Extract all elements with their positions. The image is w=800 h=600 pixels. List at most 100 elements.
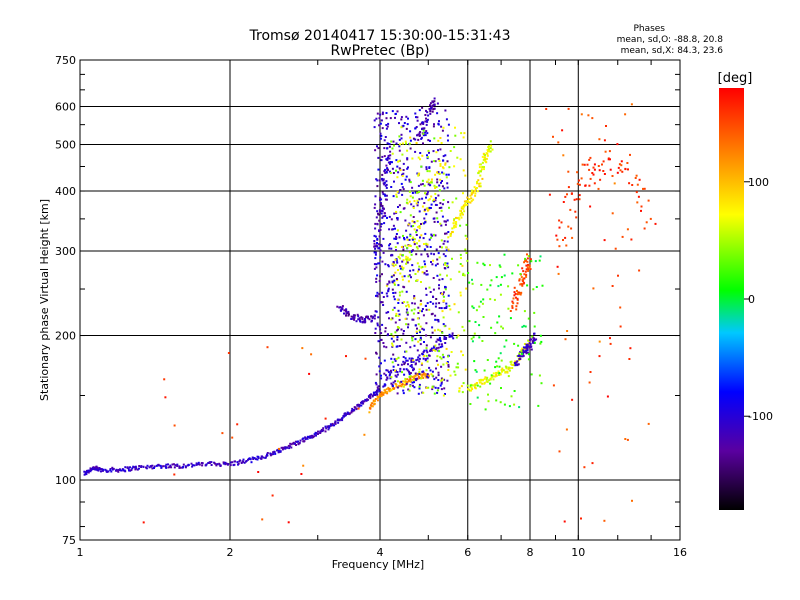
echo-point bbox=[343, 312, 345, 315]
echo-point bbox=[380, 223, 383, 225]
echo-point bbox=[598, 340, 601, 343]
echo-point bbox=[453, 303, 456, 306]
echo-point bbox=[428, 107, 431, 110]
echo-point bbox=[421, 106, 424, 109]
echo-point bbox=[404, 317, 407, 320]
echo-point bbox=[399, 265, 401, 268]
echo-point bbox=[222, 462, 225, 465]
echo-point bbox=[374, 195, 377, 198]
echo-point bbox=[376, 112, 379, 115]
echo-point bbox=[446, 160, 449, 163]
echo-point bbox=[412, 225, 415, 227]
echo-point bbox=[438, 336, 441, 339]
echo-point bbox=[240, 462, 243, 464]
echo-point bbox=[409, 385, 412, 388]
echo-point bbox=[438, 256, 441, 259]
echo-point bbox=[434, 192, 437, 195]
echo-point bbox=[433, 160, 436, 162]
echo-point bbox=[392, 228, 395, 231]
echo-point bbox=[377, 316, 380, 319]
echo-point bbox=[487, 393, 489, 396]
echo-point bbox=[133, 466, 136, 469]
echo-point bbox=[588, 184, 591, 187]
echo-point bbox=[424, 134, 427, 137]
echo-point bbox=[416, 279, 419, 282]
echo-point bbox=[628, 358, 631, 360]
echo-point bbox=[315, 434, 317, 437]
echo-point bbox=[387, 161, 390, 164]
echo-point bbox=[378, 124, 381, 127]
echo-point bbox=[520, 291, 523, 294]
echo-point bbox=[412, 137, 415, 140]
echo-point bbox=[454, 126, 456, 129]
echo-point bbox=[383, 384, 386, 387]
echo-point bbox=[621, 170, 624, 173]
echo-point bbox=[418, 357, 421, 360]
echo-point bbox=[399, 267, 402, 270]
echo-point bbox=[422, 377, 425, 379]
echo-point bbox=[400, 328, 403, 331]
echo-point bbox=[432, 277, 435, 279]
echo-point bbox=[355, 408, 358, 411]
echo-point bbox=[376, 210, 379, 213]
echo-point bbox=[383, 139, 386, 142]
echo-point bbox=[408, 190, 411, 193]
echo-point bbox=[434, 344, 437, 347]
echo-point bbox=[533, 311, 536, 314]
echo-point bbox=[395, 169, 397, 172]
echo-point bbox=[386, 334, 389, 337]
echo-point bbox=[368, 318, 371, 321]
echo-point bbox=[148, 466, 151, 469]
echo-point bbox=[444, 162, 447, 165]
echo-point bbox=[96, 466, 99, 469]
echo-point bbox=[413, 297, 416, 300]
echo-point bbox=[383, 181, 386, 184]
echo-point bbox=[418, 225, 421, 228]
echo-point bbox=[409, 258, 412, 261]
echo-point bbox=[341, 307, 344, 310]
echo-point bbox=[448, 206, 450, 209]
echo-point bbox=[444, 342, 447, 344]
echo-point bbox=[328, 426, 331, 429]
echo-point bbox=[455, 197, 458, 200]
echo-point bbox=[578, 194, 581, 197]
echo-point bbox=[402, 368, 405, 371]
echo-point bbox=[434, 386, 437, 389]
echo-point bbox=[210, 464, 213, 466]
echo-point bbox=[377, 212, 379, 215]
echo-point bbox=[416, 204, 419, 207]
echo-point bbox=[445, 302, 448, 305]
echo-point bbox=[460, 216, 463, 219]
echo-point bbox=[439, 346, 442, 349]
echo-point bbox=[417, 156, 420, 159]
echo-point bbox=[619, 169, 622, 172]
echo-point bbox=[519, 273, 522, 275]
echo-point bbox=[453, 218, 456, 221]
echo-point bbox=[518, 279, 521, 282]
echo-point bbox=[478, 163, 481, 166]
echo-point bbox=[412, 384, 414, 387]
echo-point bbox=[397, 284, 400, 287]
echo-point bbox=[474, 369, 477, 372]
echo-point bbox=[416, 191, 418, 194]
echo-point bbox=[521, 279, 524, 282]
echo-point bbox=[636, 183, 639, 186]
echo-point bbox=[386, 369, 389, 372]
echo-point bbox=[380, 332, 383, 335]
echo-point bbox=[374, 203, 377, 206]
echo-point bbox=[479, 381, 482, 384]
stats-o-mode: mean, sd,O: -88.8, 20.8 bbox=[617, 35, 724, 45]
echo-point bbox=[643, 187, 646, 190]
echo-point bbox=[397, 328, 399, 331]
echo-point bbox=[328, 425, 330, 428]
echo-point bbox=[405, 305, 408, 308]
echo-point bbox=[341, 419, 344, 422]
echo-point bbox=[410, 250, 413, 253]
echo-point bbox=[401, 275, 404, 278]
echo-point bbox=[377, 385, 380, 388]
echo-point bbox=[480, 283, 483, 286]
echo-point bbox=[499, 401, 502, 404]
echo-point bbox=[505, 339, 508, 342]
echo-point bbox=[431, 331, 434, 334]
echo-point bbox=[445, 118, 448, 121]
